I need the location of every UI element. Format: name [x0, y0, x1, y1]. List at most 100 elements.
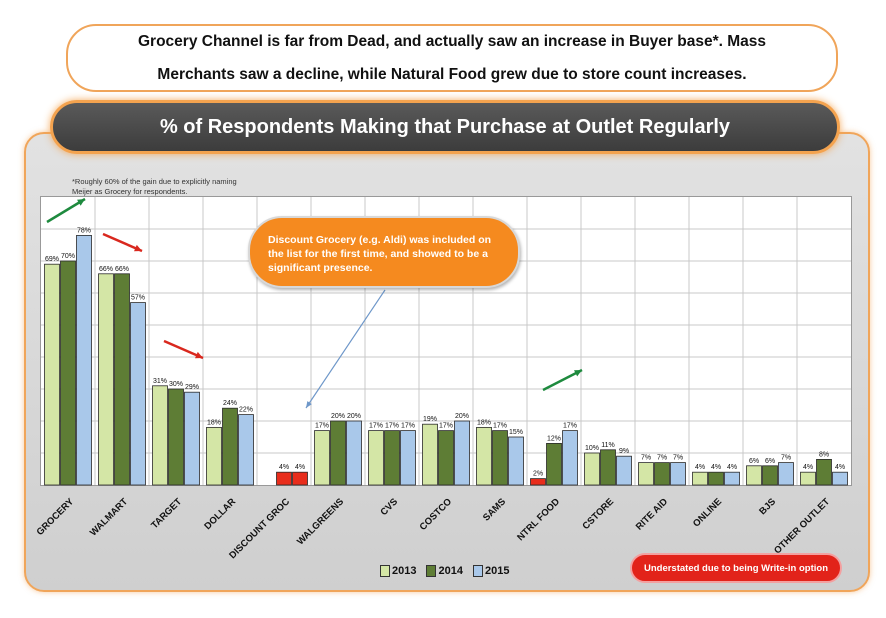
- footnote-line-1: *Roughly 60% of the gain due to explicit…: [72, 177, 237, 186]
- x-tick-label-grocery: GROCERY: [35, 496, 77, 538]
- headline-line-2: Merchants saw a decline, while Natural F…: [157, 66, 747, 83]
- data-label-target-2015: 29%: [185, 384, 199, 391]
- data-label-grocery-2015: 78%: [77, 227, 91, 234]
- bar-walgreens-2013: [314, 430, 330, 486]
- bar-online-2014: [708, 471, 724, 486]
- data-label-ntrl-food-2013: 2%: [533, 471, 543, 478]
- x-tick-label-walgreens: WALGREENS: [295, 496, 346, 547]
- legend-label-2014: 2014: [438, 565, 463, 577]
- data-label-other-outlet-2013: 4%: [803, 464, 813, 471]
- legend-swatch-2013: [380, 565, 390, 577]
- bar-grocery-2013: [44, 263, 60, 486]
- data-label-bjs-2015: 7%: [781, 455, 791, 462]
- x-tick-label-cvs: CVS: [379, 496, 401, 518]
- data-label-sams-2013: 18%: [477, 419, 491, 426]
- bar-other-outlet-2014: [816, 458, 832, 486]
- bar-costco-2014: [438, 430, 454, 486]
- data-label-costco-2014: 17%: [439, 423, 453, 430]
- data-label-walgreens-2013: 17%: [315, 423, 329, 430]
- bar-costco-2013: [422, 423, 438, 486]
- legend-label-2015: 2015: [484, 565, 510, 577]
- x-tick-label-discount-groc: DISCOUNT GROC: [227, 496, 292, 561]
- data-label-bjs-2013: 6%: [749, 458, 759, 465]
- bar-online-2015: [724, 471, 740, 486]
- legend-item-2014: 2014: [426, 565, 463, 577]
- bar-walgreens-2015: [346, 420, 362, 486]
- data-label-costco-2013: 19%: [423, 416, 437, 423]
- bar-cstore-2015: [616, 455, 632, 486]
- data-label-other-outlet-2014: 8%: [819, 451, 829, 458]
- data-label-walmart-2015: 57%: [131, 295, 145, 302]
- bar-bjs-2015: [778, 462, 794, 486]
- bar-rite-aid-2013: [638, 462, 654, 486]
- data-label-cstore-2014: 11%: [601, 442, 615, 449]
- bar-dollar-2013: [206, 426, 222, 486]
- data-label-walgreens-2015: 20%: [347, 413, 361, 420]
- bar-ntrl-food-2013: [530, 478, 546, 486]
- bar-ntrl-food-2014: [546, 442, 562, 486]
- bar-other-outlet-2013: [800, 471, 816, 486]
- legend-swatch-2015: [472, 565, 483, 577]
- bar-discount-groc-2014: [276, 471, 292, 486]
- data-label-ntrl-food-2015: 17%: [563, 423, 577, 430]
- x-tick-label-costco: COSTCO: [418, 496, 455, 533]
- x-tick-label-target: TARGET: [149, 496, 184, 531]
- bar-cvs-2015: [400, 430, 416, 486]
- data-label-rite-aid-2013: 7%: [641, 455, 651, 462]
- data-label-costco-2015: 20%: [455, 413, 469, 420]
- data-label-sams-2014: 17%: [493, 423, 507, 430]
- data-label-discount-groc-2014: 4%: [279, 464, 289, 471]
- data-label-rite-aid-2014: 7%: [657, 455, 667, 462]
- legend-label-2013: 2013: [392, 565, 417, 577]
- data-label-cvs-2015: 17%: [401, 423, 415, 430]
- data-label-discount-groc-2015: 4%: [295, 464, 305, 471]
- x-tick-label-bjs: BJS: [757, 496, 778, 517]
- trend-arrowhead-down-icon: [195, 351, 203, 359]
- bar-cvs-2013: [368, 430, 384, 486]
- bar-bjs-2013: [746, 465, 762, 486]
- bar-walmart-2014: [114, 273, 130, 486]
- data-label-grocery-2014: 70%: [61, 253, 75, 260]
- bar-costco-2015: [454, 420, 470, 486]
- bar-target-2013: [152, 385, 168, 486]
- bar-rite-aid-2014: [654, 462, 670, 486]
- data-label-target-2014: 30%: [169, 381, 183, 388]
- data-label-bjs-2014: 6%: [765, 458, 775, 465]
- headline-line-1: Grocery Channel is far from Dead, and ac…: [138, 33, 766, 50]
- callout-pointer-arrowhead-icon: [306, 401, 312, 408]
- footnote-line-2: Meijer as Grocery for respondents.: [72, 187, 188, 196]
- data-label-walgreens-2014: 20%: [331, 413, 345, 420]
- bar-bjs-2014: [762, 465, 778, 486]
- write-in-note: Understated due to being Write-in option: [630, 553, 842, 583]
- bar-discount-groc-2015: [292, 471, 308, 486]
- data-label-ntrl-food-2014: 12%: [547, 435, 561, 442]
- data-label-dollar-2014: 24%: [223, 400, 237, 407]
- bar-other-outlet-2015: [832, 471, 848, 486]
- x-tick-label-rite-aid: RITE AID: [634, 496, 670, 532]
- data-label-rite-aid-2015: 7%: [673, 455, 683, 462]
- bar-target-2014: [168, 388, 184, 486]
- discount-grocery-callout: Discount Grocery (e.g. Aldi) was include…: [248, 216, 520, 288]
- data-label-walmart-2014: 66%: [115, 266, 129, 273]
- trend-arrowhead-up-icon: [574, 370, 582, 377]
- data-label-dollar-2013: 18%: [207, 419, 221, 426]
- data-label-dollar-2015: 22%: [239, 407, 253, 414]
- x-tick-label-sams: SAMS: [481, 496, 508, 523]
- data-label-online-2015: 4%: [727, 464, 737, 471]
- trend-arrow-up-icon: [542, 368, 583, 392]
- x-tick-label-dollar: DOLLAR: [202, 496, 238, 532]
- data-label-target-2013: 31%: [153, 378, 167, 385]
- data-label-cstore-2013: 10%: [585, 445, 599, 452]
- callout-pointer: [305, 289, 386, 409]
- data-label-online-2014: 4%: [711, 464, 721, 471]
- data-label-cvs-2014: 17%: [385, 423, 399, 430]
- bar-target-2015: [184, 391, 200, 486]
- bar-dollar-2014: [222, 407, 238, 486]
- bar-sams-2014: [492, 430, 508, 486]
- bar-walmart-2015: [130, 302, 146, 486]
- trend-arrowhead-down-icon: [134, 244, 142, 252]
- bar-dollar-2015: [238, 414, 254, 486]
- bar-cstore-2013: [584, 452, 600, 486]
- x-tick-label-cstore: CSTORE: [580, 496, 616, 532]
